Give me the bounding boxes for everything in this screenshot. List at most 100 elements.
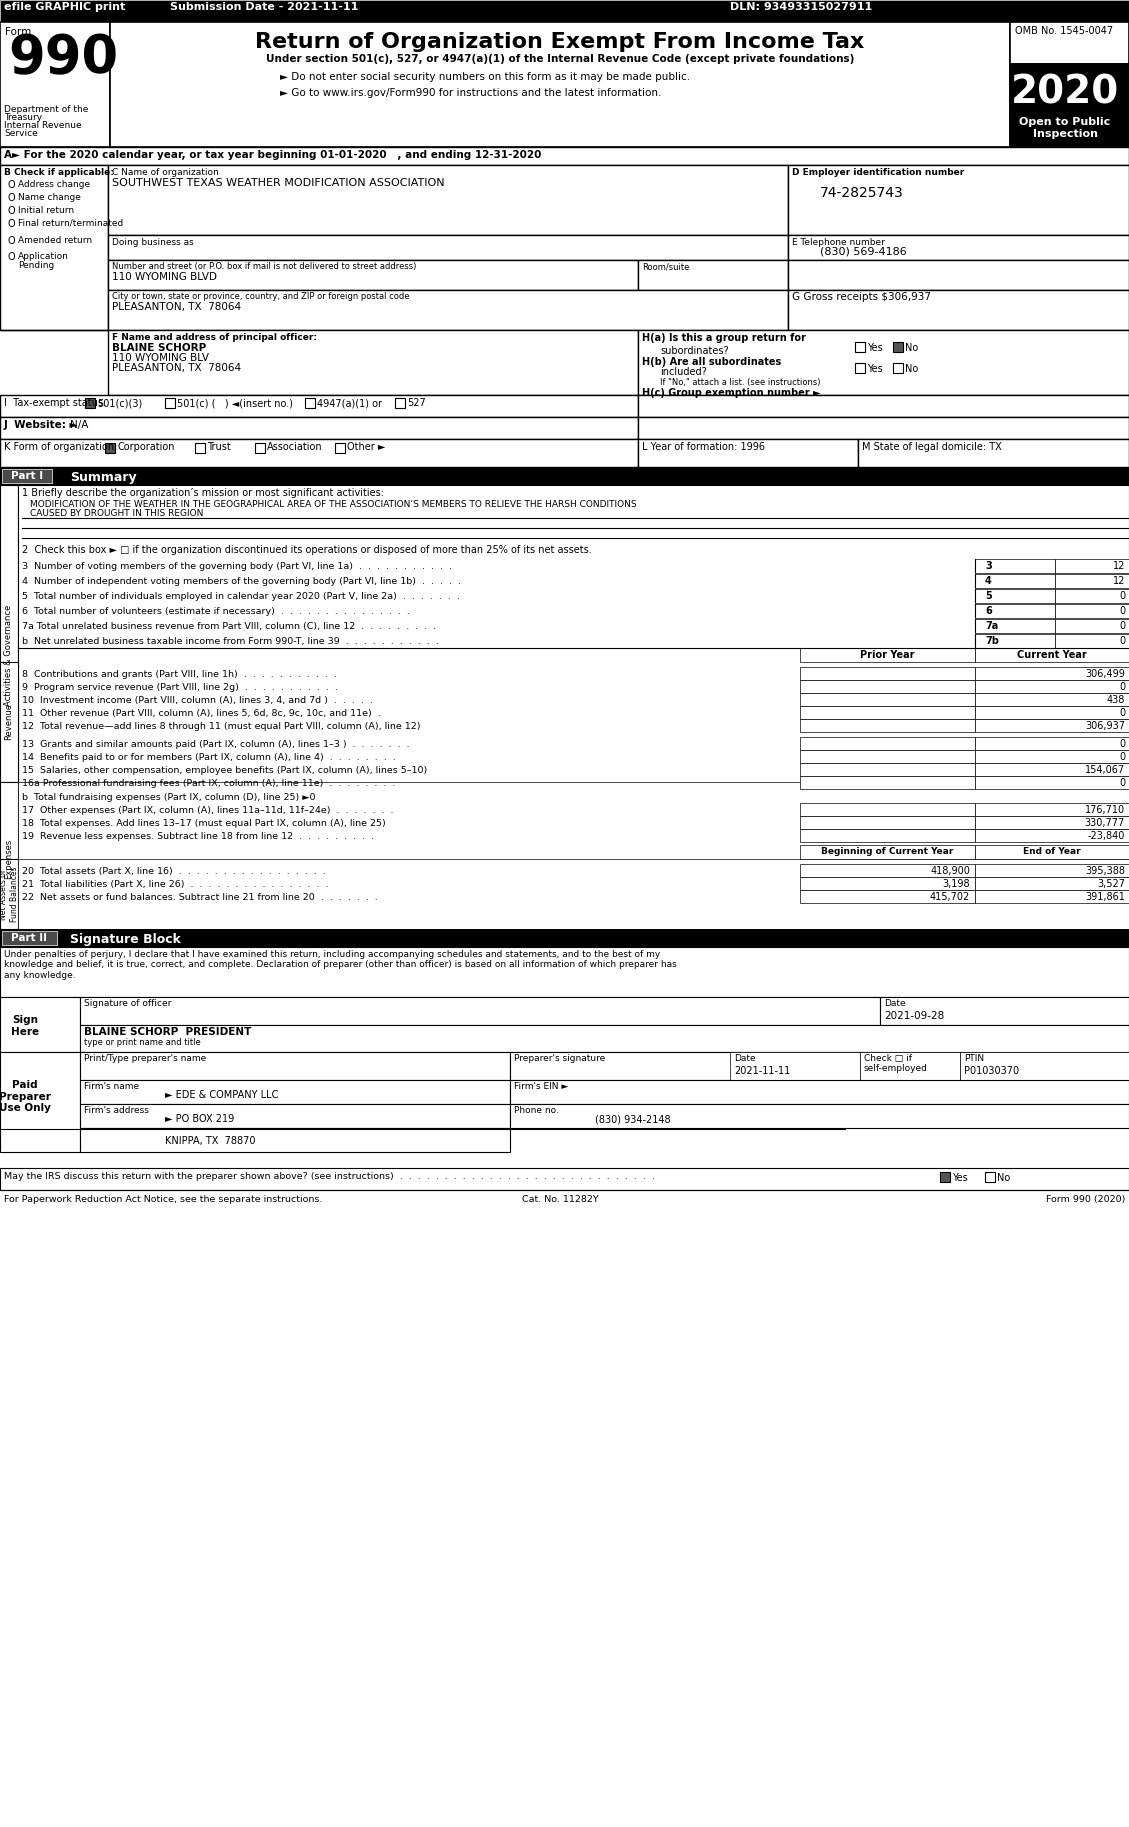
Text: Beginning of Current Year: Beginning of Current Year [821, 848, 953, 857]
Bar [108, 290, 788, 331]
Bar [108, 164, 788, 236]
Text: I  Tax-exempt status:: I Tax-exempt status: [5, 398, 106, 407]
Bar [0, 998, 80, 1052]
Text: 12  Total revenue—add lines 8 through 11 (must equal Part VIII, column (A), line: 12 Total revenue—add lines 8 through 11 … [21, 722, 420, 731]
Bar [2, 470, 52, 482]
Bar [800, 877, 975, 890]
Text: Doing business as: Doing business as [112, 238, 194, 247]
Text: Return of Organization Exempt From Income Tax: Return of Organization Exempt From Incom… [255, 33, 865, 51]
Bar [108, 236, 788, 259]
Bar [510, 1080, 1129, 1104]
Text: Under penalties of perjury, I declare that I have examined this return, includin: Under penalties of perjury, I declare th… [5, 950, 676, 979]
Bar [975, 692, 1129, 705]
Bar [800, 829, 975, 842]
Bar [18, 782, 1129, 937]
Text: b  Total fundraising expenses (Part IX, column (D), line 25) ►0: b Total fundraising expenses (Part IX, c… [21, 793, 315, 802]
Bar [975, 890, 1129, 903]
Bar [975, 846, 1129, 859]
Text: B Check if applicable:: B Check if applicable: [5, 168, 114, 177]
Text: Pending: Pending [18, 261, 54, 270]
Text: Form: Form [5, 27, 32, 37]
Text: 12: 12 [1112, 561, 1124, 572]
Text: Summary: Summary [70, 471, 137, 484]
Bar [0, 782, 18, 937]
Bar [0, 438, 638, 468]
Bar [893, 364, 903, 373]
Bar [0, 146, 1129, 164]
Text: PLEASANTON, TX  78064: PLEASANTON, TX 78064 [112, 364, 242, 373]
Text: 306,499: 306,499 [1085, 669, 1124, 680]
Text: H(a) Is this a group return for: H(a) Is this a group return for [642, 333, 806, 343]
Text: 9  Program service revenue (Part VIII, line 2g)  .  .  .  .  .  .  .  .  .  .  .: 9 Program service revenue (Part VIII, li… [21, 683, 338, 692]
Bar [860, 1052, 960, 1080]
Text: included?: included? [660, 367, 707, 376]
Text: O: O [8, 252, 16, 261]
Text: Check □ if
self-employed: Check □ if self-employed [864, 1054, 928, 1074]
Text: Other ►: Other ► [347, 442, 385, 451]
Text: Expenses: Expenses [5, 839, 14, 879]
Bar [730, 1052, 860, 1080]
Text: Name change: Name change [18, 194, 81, 203]
Bar [800, 649, 975, 661]
Text: End of Year: End of Year [1023, 848, 1080, 857]
Text: Signature Block: Signature Block [70, 934, 181, 946]
Bar [108, 259, 638, 290]
Text: Preparer's signature: Preparer's signature [514, 1054, 605, 1063]
Text: 3  Number of voting members of the governing body (Part VI, line 1a)  .  .  .  .: 3 Number of voting members of the govern… [21, 563, 452, 572]
Text: 4: 4 [984, 576, 991, 586]
Bar [975, 649, 1129, 661]
Text: 74-2825743: 74-2825743 [820, 186, 903, 199]
Bar [80, 1104, 510, 1127]
Text: May the IRS discuss this return with the preparer shown above? (see instructions: May the IRS discuss this return with the… [5, 1171, 655, 1180]
Bar [788, 164, 1129, 236]
Text: Prior Year: Prior Year [860, 650, 914, 660]
Bar [879, 998, 1129, 1025]
Bar [800, 764, 975, 776]
Bar [0, 22, 110, 146]
Bar [80, 1052, 510, 1080]
Text: 4947(a)(1) or: 4947(a)(1) or [317, 398, 382, 407]
Text: 4  Number of independent voting members of the governing body (Part VI, line 1b): 4 Number of independent voting members o… [21, 577, 461, 586]
Text: Signature of officer: Signature of officer [84, 999, 172, 1009]
Text: A► For the 2020 calendar year, or tax year beginning 01-01-2020   , and ending 1: A► For the 2020 calendar year, or tax ye… [5, 150, 542, 161]
Text: 1 Briefly describe the organization’s mission or most significant activities:: 1 Briefly describe the organization’s mi… [21, 488, 384, 499]
Bar [800, 804, 975, 817]
Text: MODIFICATION OF THE WEATHER IN THE GEOGRAPHICAL AREA OF THE ASSOCIATION’S MEMBER: MODIFICATION OF THE WEATHER IN THE GEOGR… [30, 501, 637, 510]
Text: Final return/terminated: Final return/terminated [18, 219, 123, 228]
Text: 21  Total liabilities (Part X, line 26)  .  .  .  .  .  .  .  .  .  .  .  .  .  : 21 Total liabilities (Part X, line 26) .… [21, 881, 329, 890]
Bar [893, 342, 903, 353]
Text: 0: 0 [1119, 621, 1124, 630]
Text: PTIN: PTIN [964, 1054, 984, 1063]
Text: 501(c) (   ) ◄(insert no.): 501(c) ( ) ◄(insert no.) [177, 398, 294, 407]
Text: O: O [8, 194, 16, 203]
Text: 16a Professional fundraising fees (Part IX, column (A), line 11e)  .  .  .  .  .: 16a Professional fundraising fees (Part … [21, 778, 395, 787]
Text: Amended return: Amended return [18, 236, 93, 245]
Text: 2  Check this box ► □ if the organization discontinued its operations or dispose: 2 Check this box ► □ if the organization… [21, 544, 592, 555]
Text: 13  Grants and similar amounts paid (Part IX, column (A), lines 1–3 )  .  .  .  : 13 Grants and similar amounts paid (Part… [21, 740, 410, 749]
Bar [1010, 64, 1129, 113]
Bar [305, 398, 315, 407]
Text: OMB No. 1545-0047: OMB No. 1545-0047 [1015, 26, 1113, 37]
Bar [788, 259, 1129, 290]
Bar [1010, 22, 1129, 64]
Bar [800, 751, 975, 764]
Bar [975, 764, 1129, 776]
Text: 330,777: 330,777 [1085, 818, 1124, 828]
Text: Sign
Here: Sign Here [11, 1016, 40, 1036]
Text: 527: 527 [406, 398, 426, 407]
Text: Date: Date [884, 999, 905, 1009]
Text: Current Year: Current Year [1017, 650, 1087, 660]
Text: 415,702: 415,702 [930, 892, 970, 903]
Text: 22  Net assets or fund balances. Subtract line 21 from line 20  .  .  .  .  .  .: 22 Net assets or fund balances. Subtract… [21, 893, 378, 903]
Bar [984, 1171, 995, 1182]
Text: PLEASANTON, TX  78064: PLEASANTON, TX 78064 [112, 301, 242, 312]
Bar [638, 395, 1129, 417]
Bar [638, 438, 858, 468]
Text: O: O [8, 236, 16, 247]
Text: N/A: N/A [70, 420, 88, 429]
Text: 0: 0 [1119, 753, 1124, 762]
Text: E Telephone number: E Telephone number [793, 238, 885, 247]
Text: 6  Total number of volunteers (estimate if necessary)  .  .  .  .  .  .  .  .  .: 6 Total number of volunteers (estimate i… [21, 607, 410, 616]
Text: 17  Other expenses (Part IX, column (A), lines 11a–11d, 11f–24e)  .  .  .  .  . : 17 Other expenses (Part IX, column (A), … [21, 806, 394, 815]
Text: 6: 6 [984, 607, 991, 616]
